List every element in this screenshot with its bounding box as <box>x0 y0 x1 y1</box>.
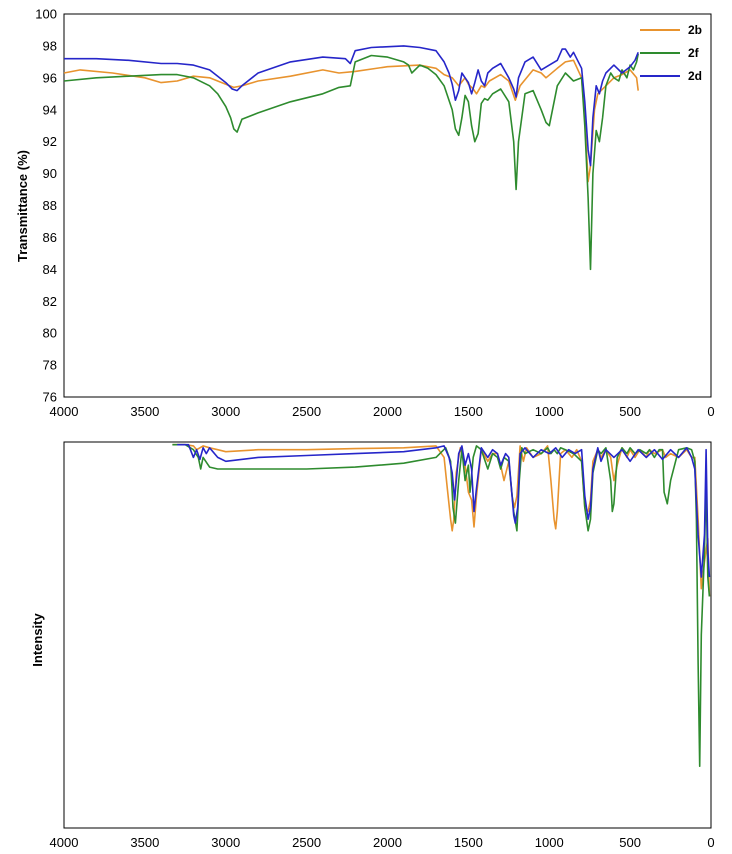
legend-label-2d: 2d <box>688 69 702 83</box>
ftir-y-tick-94: 94 <box>43 102 57 117</box>
raman-x-tick-3000: 3000 <box>211 835 240 850</box>
legend-label-2b: 2b <box>688 23 702 37</box>
raman-x-tick-3500: 3500 <box>130 835 159 850</box>
raman-x-tick-2000: 2000 <box>373 835 402 850</box>
legend-label-2f: 2f <box>688 46 700 60</box>
ftir-legend: 2b 2f 2d <box>640 23 702 83</box>
raman-x-tick-0: 0 <box>707 835 714 850</box>
raman-plot-frame <box>63 441 712 829</box>
ftir-y-tick-78: 78 <box>43 358 57 373</box>
ftir-y-tick-84: 84 <box>43 262 57 277</box>
ftir-x-tick-labels: 4000 3500 3000 2500 2000 1500 1000 500 0 <box>50 404 715 419</box>
ftir-x-tick-4000: 4000 <box>50 404 79 419</box>
raman-x-tick-1000: 1000 <box>535 835 564 850</box>
raman-x-tick-4000: 4000 <box>50 835 79 850</box>
raman-x-tick-labels: 4000 3500 3000 2500 2000 1500 1000 500 0 <box>50 835 715 850</box>
ftir-line-2f <box>63 53 639 271</box>
ftir-y-tick-82: 82 <box>43 294 57 309</box>
raman-x-tick-1500: 1500 <box>454 835 483 850</box>
ftir-x-tick-3500: 3500 <box>130 404 159 419</box>
ftir-y-tick-98: 98 <box>43 38 57 53</box>
ftir-x-tick-3000: 3000 <box>211 404 240 419</box>
ftir-y-tick-76: 76 <box>43 390 57 405</box>
ftir-y-tick-100: 100 <box>35 7 57 22</box>
raman-line-series-3 <box>177 443 711 578</box>
ftir-series-lines <box>63 45 639 271</box>
ftir-plot-frame <box>63 13 712 398</box>
raman-intensity-chart: 4000 3500 3000 2500 2000 1500 1000 500 0 Intensi… <box>30 441 715 850</box>
ftir-y-tick-80: 80 <box>43 326 57 341</box>
raman-x-tick-2500: 2500 <box>292 835 321 850</box>
ftir-x-tick-1500: 1500 <box>454 404 483 419</box>
raman-y-axis-title: Intensity <box>30 613 45 667</box>
ftir-y-tick-88: 88 <box>43 198 57 213</box>
ftir-y-tick-92: 92 <box>43 134 57 149</box>
ftir-x-tick-1000: 1000 <box>535 404 564 419</box>
ftir-y-axis-title: Transmittance (%) <box>15 150 30 262</box>
raman-series-lines <box>172 443 711 767</box>
ftir-y-tick-96: 96 <box>43 70 57 85</box>
ftir-x-tick-2500: 2500 <box>292 404 321 419</box>
ftir-line-2d <box>64 45 639 167</box>
ftir-x-tick-500: 500 <box>619 404 641 419</box>
ftir-y-tick-90: 90 <box>43 166 57 181</box>
ftir-y-tick-labels: 76 78 80 82 84 86 88 90 92 94 96 98 100 <box>35 7 57 405</box>
ftir-y-tick-86: 86 <box>43 230 57 245</box>
raman-x-tick-500: 500 <box>619 835 641 850</box>
ftir-x-tick-0: 0 <box>707 404 714 419</box>
ftir-transmittance-chart: 76 78 80 82 84 86 88 90 92 94 96 98 100 4000 3500 3000… <box>15 7 715 420</box>
ftir-x-tick-2000: 2000 <box>373 404 402 419</box>
